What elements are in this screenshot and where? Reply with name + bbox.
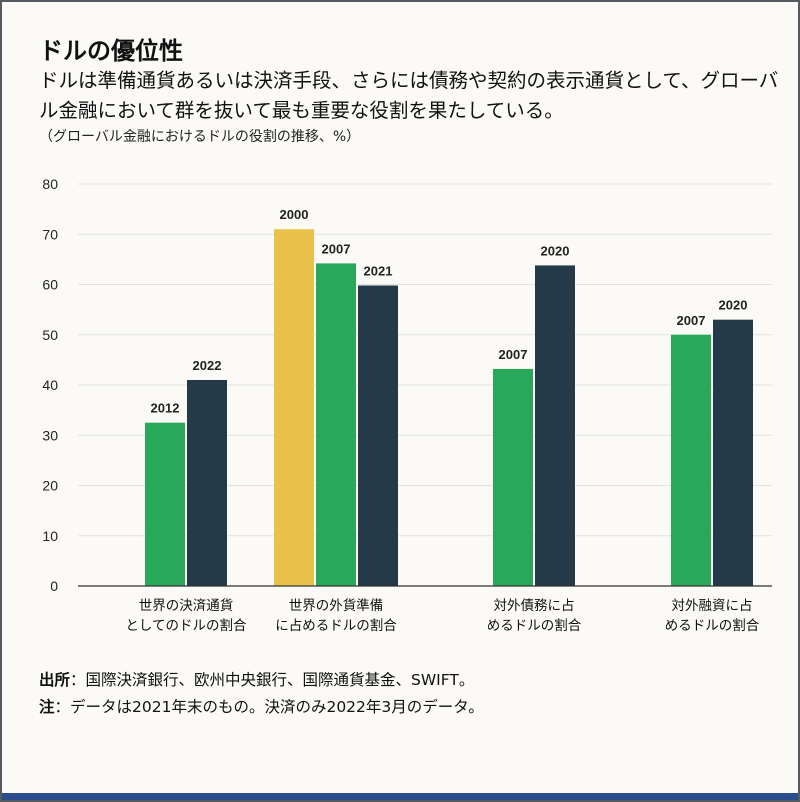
bar bbox=[493, 368, 533, 586]
bar bbox=[671, 334, 711, 586]
y-tick-label: 30 bbox=[42, 427, 58, 443]
category-label: 世界の決済通貨 bbox=[139, 597, 234, 614]
y-tick-label: 10 bbox=[42, 528, 58, 544]
category-label: めるドルの割合 bbox=[665, 617, 760, 634]
bar-year-label: 2007 bbox=[499, 347, 528, 362]
bar bbox=[358, 285, 398, 586]
category-label: 対外融資に占 bbox=[672, 598, 753, 614]
category-label: 世界の外貨準備 bbox=[289, 597, 384, 614]
y-tick-label: 50 bbox=[42, 327, 58, 343]
chart-title: ドルの優位性 bbox=[39, 37, 183, 65]
bar-year-label: 2020 bbox=[719, 298, 748, 313]
note-line: 注：データは2021年末のもの。決済のみ2022年3月のデータ。 bbox=[39, 695, 484, 717]
y-tick-label: 20 bbox=[42, 478, 58, 494]
bar bbox=[535, 265, 575, 586]
source-label: 出所 bbox=[39, 671, 71, 689]
note-text: ：データは2021年末のもの。決済のみ2022年3月のデータ。 bbox=[54, 698, 484, 716]
bar bbox=[316, 263, 356, 586]
category-label: めるドルの割合 bbox=[487, 617, 582, 634]
bar bbox=[274, 229, 314, 586]
category-label: に占めるドルの割合 bbox=[275, 617, 397, 634]
y-tick-label: 40 bbox=[42, 377, 58, 393]
source-line: 出所：国際決済銀行、欧州中央銀行、国際通貨基金、SWIFT。 bbox=[39, 668, 474, 690]
chart-unit-note: （グローバル金融におけるドルの役割の推移、%） bbox=[39, 129, 361, 145]
bottom-accent-bar bbox=[2, 793, 798, 800]
category-label: 対外債務に占 bbox=[494, 598, 575, 614]
y-tick-label: 60 bbox=[42, 277, 58, 293]
bar-year-label: 2022 bbox=[193, 358, 222, 373]
bar bbox=[187, 379, 227, 586]
note-label: 注 bbox=[39, 698, 55, 716]
bar bbox=[713, 319, 753, 586]
bar-year-label: 2020 bbox=[541, 243, 570, 258]
bar bbox=[145, 422, 185, 586]
bar-year-label: 2000 bbox=[280, 207, 309, 222]
source-text: ：国際決済銀行、欧州中央銀行、国際通貨基金、SWIFT。 bbox=[70, 671, 475, 689]
y-tick-label: 0 bbox=[50, 578, 58, 594]
bar-year-label: 2012 bbox=[151, 401, 180, 416]
y-tick-label: 80 bbox=[42, 176, 58, 192]
bar-year-label: 2007 bbox=[322, 241, 351, 256]
chart-subtitle: ドルは準備通貨あるいは決済手段、さらには債務や契約の表示通貨として、グローバル金… bbox=[39, 69, 779, 122]
bar-year-label: 2021 bbox=[364, 264, 393, 279]
y-tick-label: 70 bbox=[42, 226, 58, 242]
bar-chart: 0 10 20 30 40 50 60 70 80 2012 2022 世界の決済通貨としてのドルの割… bbox=[42, 176, 772, 634]
bar-year-label: 2007 bbox=[677, 313, 706, 328]
category-label: としてのドルの割合 bbox=[125, 617, 247, 634]
